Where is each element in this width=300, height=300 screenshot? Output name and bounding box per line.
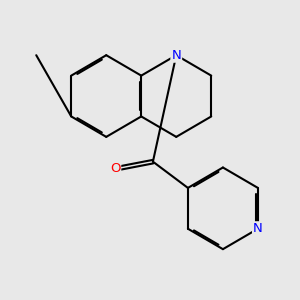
Text: O: O — [110, 163, 120, 176]
Text: N: N — [171, 49, 181, 62]
Text: N: N — [253, 222, 263, 235]
